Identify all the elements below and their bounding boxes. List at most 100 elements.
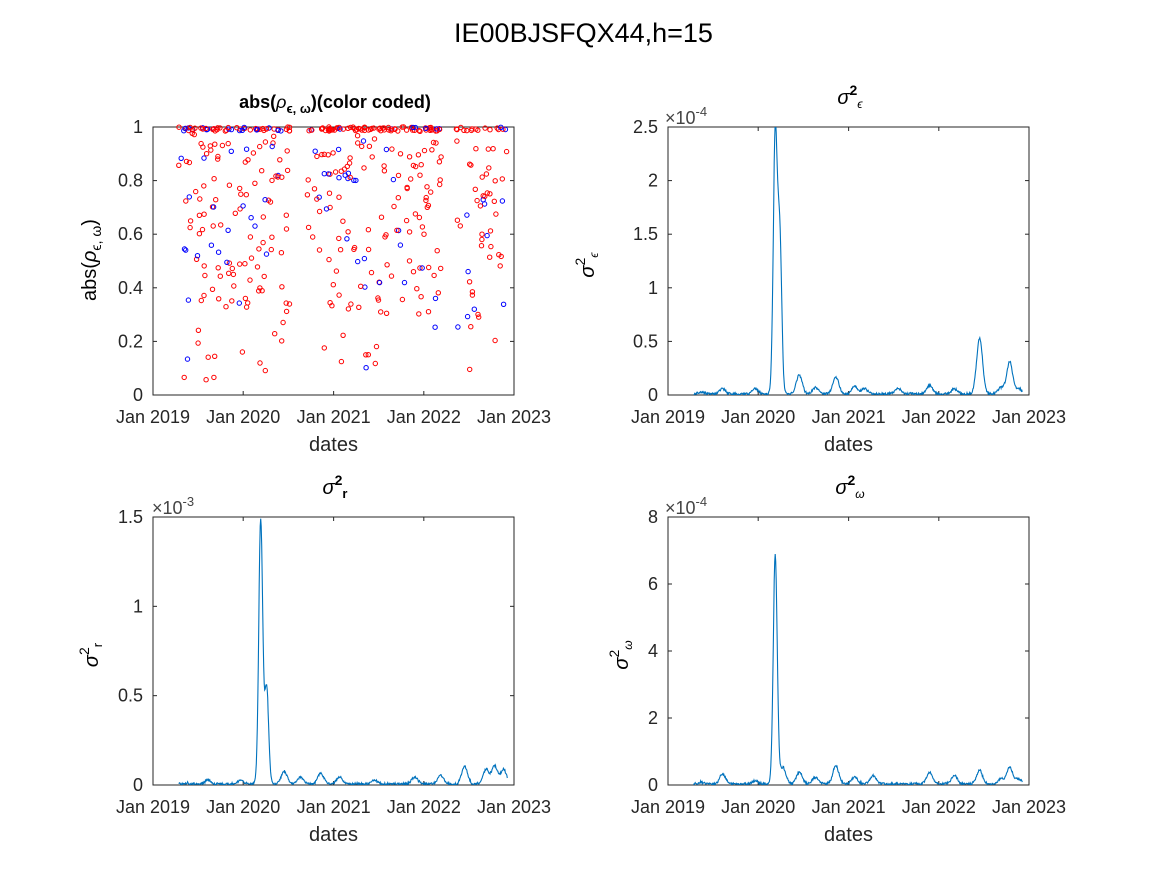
- scatter-point-positive: [406, 258, 413, 264]
- scatter-point-positive: [361, 165, 367, 171]
- scatter-point-negative: [498, 124, 504, 131]
- x-tick-label: Jan 2020: [721, 407, 795, 427]
- scatter-point-positive: [195, 340, 201, 346]
- scatter-point-positive: [252, 180, 258, 187]
- scatter-point-negative: [262, 197, 268, 203]
- scatter-point-negative: [269, 143, 275, 150]
- scatter-point-positive: [395, 172, 402, 179]
- scatter-point-positive: [336, 235, 342, 242]
- scatter-point-positive: [469, 292, 476, 298]
- scatter-point-negative: [432, 324, 438, 330]
- scatter-point-positive: [499, 176, 505, 182]
- panel-sigma-omega: σ2ω σ2ω ×10-4 Jan 2019 Jan 2020 Jan 2021 Ja…: [606, 472, 1066, 846]
- x-axis-label: dates: [824, 824, 873, 846]
- scatter-point-positive: [503, 148, 510, 155]
- scatter-point-negative: [236, 300, 243, 306]
- scatter-point-positive: [384, 262, 390, 268]
- scatter-point-positive: [491, 198, 497, 205]
- scatter-point-positive: [283, 308, 290, 315]
- scatter-point-positive: [493, 211, 499, 217]
- scatter-point-positive: [279, 174, 285, 180]
- scatter-point-positive: [469, 289, 476, 295]
- scatter-point-positive: [211, 176, 217, 182]
- scatter-point-negative: [194, 253, 201, 259]
- scatter-point-positive: [415, 152, 422, 158]
- y-tick-label: 0.5: [633, 331, 658, 351]
- scatter-point-positive: [181, 374, 187, 381]
- scatter-point-positive: [283, 226, 290, 232]
- scatter-point-positive: [267, 199, 274, 205]
- scatter-point-positive: [388, 126, 395, 132]
- scatter-point-positive: [336, 194, 342, 200]
- x-tick-label: Jan 2020: [206, 797, 280, 817]
- y-tick-label: 0.5: [118, 686, 143, 706]
- scatter-point-positive: [316, 247, 323, 253]
- scatter-point-negative: [252, 223, 258, 229]
- axes-box: [667, 516, 1030, 786]
- scatter-point-positive: [242, 295, 249, 302]
- x-tick-label: Jan 2019: [631, 407, 705, 427]
- scatter-point-positive: [417, 128, 423, 135]
- scatter-point-positive: [391, 203, 397, 210]
- scatter-point-positive: [410, 269, 417, 275]
- plot-area: Jan 2019 Jan 2020 Jan 2021 Jan 2022 Jan 2023…: [631, 117, 1066, 456]
- scatter-point-positive: [268, 246, 274, 253]
- scatter-point-positive: [365, 352, 371, 358]
- scatter-point-positive: [263, 126, 269, 132]
- x-tick-label: Jan 2021: [812, 797, 886, 817]
- scatter-point-positive: [201, 292, 207, 299]
- y-tick-label: 1.5: [633, 224, 658, 244]
- scatter-point-positive: [198, 297, 205, 304]
- y-axis-label: abs(ρϵ, ω): [79, 219, 104, 301]
- scatter-point-positive: [242, 159, 249, 165]
- scatter-point-positive: [487, 191, 493, 197]
- scatter-point-positive: [363, 352, 369, 358]
- scatter-point-positive: [478, 243, 485, 249]
- scatter-point-positive: [333, 268, 340, 274]
- y-tick-label: 0: [648, 775, 658, 795]
- scatter-point-negative: [433, 126, 440, 132]
- scatter-point-positive: [355, 140, 361, 146]
- x-tick-label: Jan 2020: [721, 797, 795, 817]
- scatter-point-positive: [395, 128, 401, 134]
- scatter-point-negative: [376, 279, 383, 286]
- scatter-point-positive: [259, 168, 265, 174]
- scatter-point-negative: [263, 251, 270, 257]
- scatter-point-positive: [435, 290, 441, 296]
- scatter-point-positive: [286, 301, 293, 307]
- scatter-point-positive: [395, 195, 401, 201]
- scatter-point-positive: [269, 234, 275, 240]
- scatter-point-positive: [283, 300, 289, 306]
- scatter-point-positive: [205, 354, 211, 360]
- y-tick-label: 1.5: [118, 507, 143, 527]
- scatter-point-negative: [335, 146, 342, 153]
- scatter-point-positive: [257, 143, 263, 150]
- scatter-point-positive: [490, 146, 496, 152]
- x-axis-label: dates: [309, 824, 358, 846]
- scatter-point-positive: [417, 172, 423, 178]
- scatter-point-positive: [196, 231, 203, 237]
- x-axis-label: dates: [309, 434, 358, 456]
- scatter-point-positive: [347, 155, 353, 161]
- scatter-point-positive: [306, 128, 312, 134]
- scatter-point-positive: [351, 125, 357, 132]
- axes-box: [152, 516, 515, 786]
- x-axis-label: dates: [824, 434, 873, 456]
- y-tick-label: 1: [648, 278, 658, 298]
- scatter-point-positive: [403, 217, 410, 224]
- scatter-point-positive: [431, 272, 437, 279]
- scatter-point-positive: [487, 254, 493, 260]
- scatter-point-positive: [381, 168, 388, 174]
- scatter-point-negative: [351, 177, 357, 184]
- y-tick-label: 2: [648, 171, 658, 191]
- scatter-point-negative: [236, 127, 243, 134]
- scatter-point-negative: [484, 232, 490, 239]
- y-tick-label: 0: [648, 385, 658, 405]
- y-tick-label: 0.8: [118, 171, 143, 191]
- scatter-point-positive: [237, 261, 243, 267]
- scatter-point-positive: [414, 286, 420, 292]
- scatter-point-positive: [211, 374, 217, 381]
- scatter-point-positive: [345, 306, 352, 312]
- scatter-point-positive: [330, 282, 336, 288]
- scatter-point-positive: [388, 273, 395, 279]
